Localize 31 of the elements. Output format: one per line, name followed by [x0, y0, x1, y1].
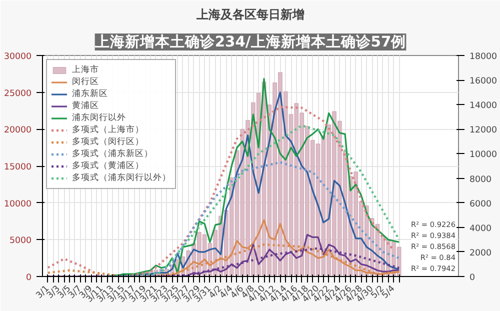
y-tick-label: 15000	[4, 162, 32, 172]
legend-label: 浦东闵行以外	[72, 112, 126, 124]
y2-tick-label: 12000	[470, 126, 498, 136]
y-tick-label: 20000	[4, 126, 32, 136]
legend-label: 多项式（浦东新区）	[72, 148, 153, 160]
y2-tick-label: 16000	[470, 76, 498, 87]
y2-tick-label: 14000	[470, 101, 498, 112]
y2-tick-label: 8000	[470, 174, 492, 185]
x-tick-label: 5/4	[380, 284, 398, 301]
text: 上海新增本土确诊234/上海新增本土确诊57例	[94, 32, 406, 50]
legend-label: 多项式（黄浦区）	[72, 160, 144, 172]
legend-label: 多项式（上海市）	[72, 124, 144, 136]
y-tick-label: 5000	[9, 236, 32, 246]
legend-label: 黄浦区	[72, 100, 99, 112]
y-tick-label: 0	[26, 273, 32, 283]
y2-tick-label: 4000	[470, 224, 492, 234]
chart-title: 上海及各区每日新增	[196, 8, 304, 22]
legend-label: 多项式（浦东闵行以外）	[72, 172, 171, 184]
y-tick-label: 30000	[4, 52, 32, 62]
y2-tick-label: 10000	[470, 150, 498, 160]
y-tick-label: 25000	[4, 88, 32, 99]
y-tick-label: 10000	[4, 199, 32, 210]
line-series	[100, 161, 400, 276]
y2-tick-label: 6000	[470, 199, 492, 210]
legend-label: 闵行区	[72, 76, 99, 88]
legend-label: 多项式（闵行区）	[72, 136, 144, 148]
legend-label: 浦东新区	[72, 88, 108, 100]
y2-tick-label: 2000	[470, 248, 492, 258]
y2-tick-label: 18000	[470, 52, 498, 62]
y2-tick-label: 0	[470, 273, 476, 283]
legend-label: 上海市	[72, 64, 99, 76]
